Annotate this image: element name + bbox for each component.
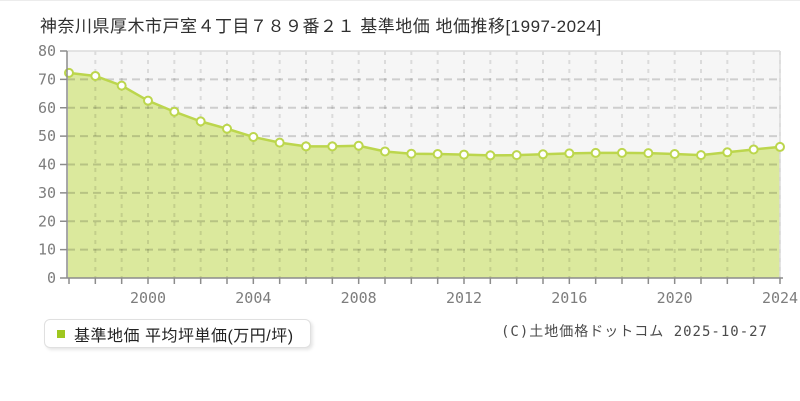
x-tick-label: 2008 [341,289,377,307]
data-point-2018 [617,147,627,158]
data-point-2012 [459,149,469,160]
data-point-2003 [222,123,232,134]
data-point-2014 [511,150,522,161]
data-point-2006 [301,141,311,152]
x-tick-label: 2004 [235,289,271,307]
data-point-2022 [722,147,733,158]
data-point-2005 [274,137,285,148]
data-point-2002 [195,116,206,127]
y-tick-label: 50 [38,127,56,145]
price-line [67,71,782,157]
y-tick-label: 60 [38,99,56,117]
data-point-2021 [696,150,706,161]
data-point-2011 [432,149,443,160]
y-tick-label: 70 [38,70,56,88]
data-point-2004 [248,131,259,142]
y-tick-label: 80 [38,42,56,60]
data-point-2000 [143,95,153,106]
x-tick-label: 2024 [762,289,798,307]
data-point-2017 [590,147,601,158]
data-point-1997 [64,67,74,78]
data-point-2009 [380,146,390,157]
data-point-2001 [169,106,180,117]
x-tick-label: 2016 [551,289,587,307]
data-point-1999 [116,80,127,91]
data-point-2007 [327,141,338,152]
price-area [68,72,780,278]
y-tick-label: 40 [38,156,56,174]
data-point-2023 [748,144,759,155]
data-point-2024 [775,141,785,152]
page-title: 神奈川県厚木市戸室４丁目７８９番２１ 基準地価 地価推移[1997-2024] [40,17,602,36]
data-point-2008 [353,140,364,151]
data-point-2013 [485,150,496,161]
x-tick-label: 2000 [130,289,166,307]
y-tick-label: 20 [38,212,56,230]
y-tick-label: 10 [38,241,56,259]
data-point-2010 [406,148,417,159]
data-point-2016 [564,148,575,159]
x-tick-label: 2020 [657,289,693,307]
data-point-2015 [538,149,548,160]
copyright-text: (C)土地価格ドットコム 2025-10-27 [500,324,768,340]
x-tick-label: 2012 [446,289,482,307]
legend-label: 基準地価 平均坪単価(万円/坪) [74,327,294,345]
y-tick-label: 0 [47,269,56,287]
data-point-1998 [90,70,101,81]
y-tick-label: 30 [38,184,56,202]
legend-square-icon [57,329,65,338]
data-point-2020 [669,149,680,160]
legend-box: 基準地価 平均坪単価(万円/坪) [44,319,311,348]
data-point-2019 [643,148,654,159]
